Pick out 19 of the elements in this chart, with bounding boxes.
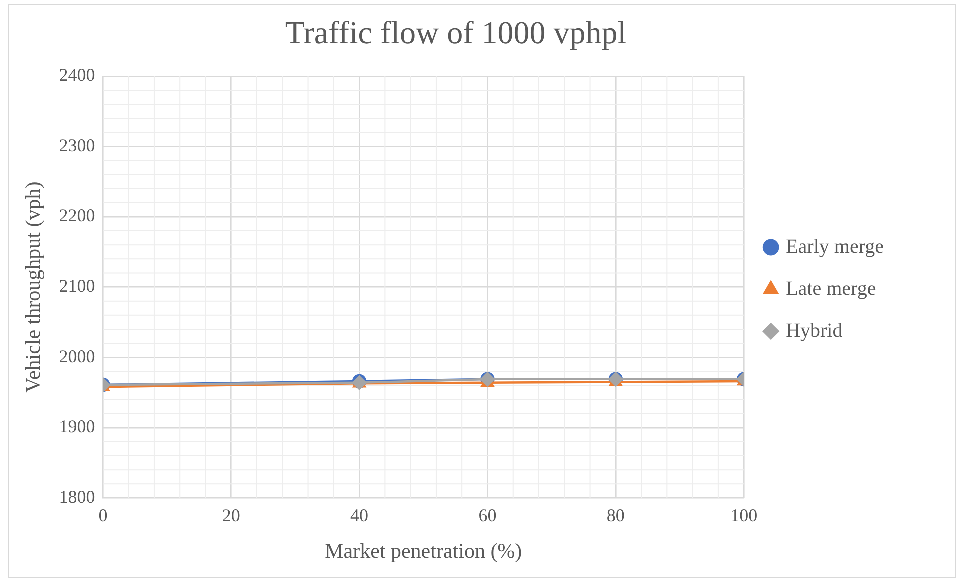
x-tick-label: 0 — [98, 506, 108, 526]
x-tick-label: 100 — [730, 506, 758, 526]
x-tick-label: 80 — [606, 506, 625, 526]
y-tick-label: 2200 — [59, 206, 96, 226]
y-tick-label: 2100 — [59, 276, 96, 296]
x-axis-title: Market penetration (%) — [325, 538, 522, 563]
legend-label: Late merge — [786, 278, 876, 300]
y-tick-label: 2000 — [59, 346, 96, 366]
x-tick-label: 60 — [478, 506, 497, 526]
y-axis-title: Vehicle throughput (vph) — [21, 182, 46, 393]
x-tick-label: 40 — [350, 506, 369, 526]
y-tick-label: 2300 — [59, 135, 96, 156]
x-tick-label: 20 — [222, 506, 240, 526]
chart-title: Traffic flow of 1000 vphpl — [285, 14, 627, 51]
legend-label: Early merge — [786, 236, 884, 258]
y-tick-label: 2400 — [59, 65, 96, 86]
y-tick-label: 1800 — [59, 486, 96, 507]
legend-label: Hybrid — [786, 320, 843, 342]
y-tick-label: 1900 — [59, 416, 96, 437]
